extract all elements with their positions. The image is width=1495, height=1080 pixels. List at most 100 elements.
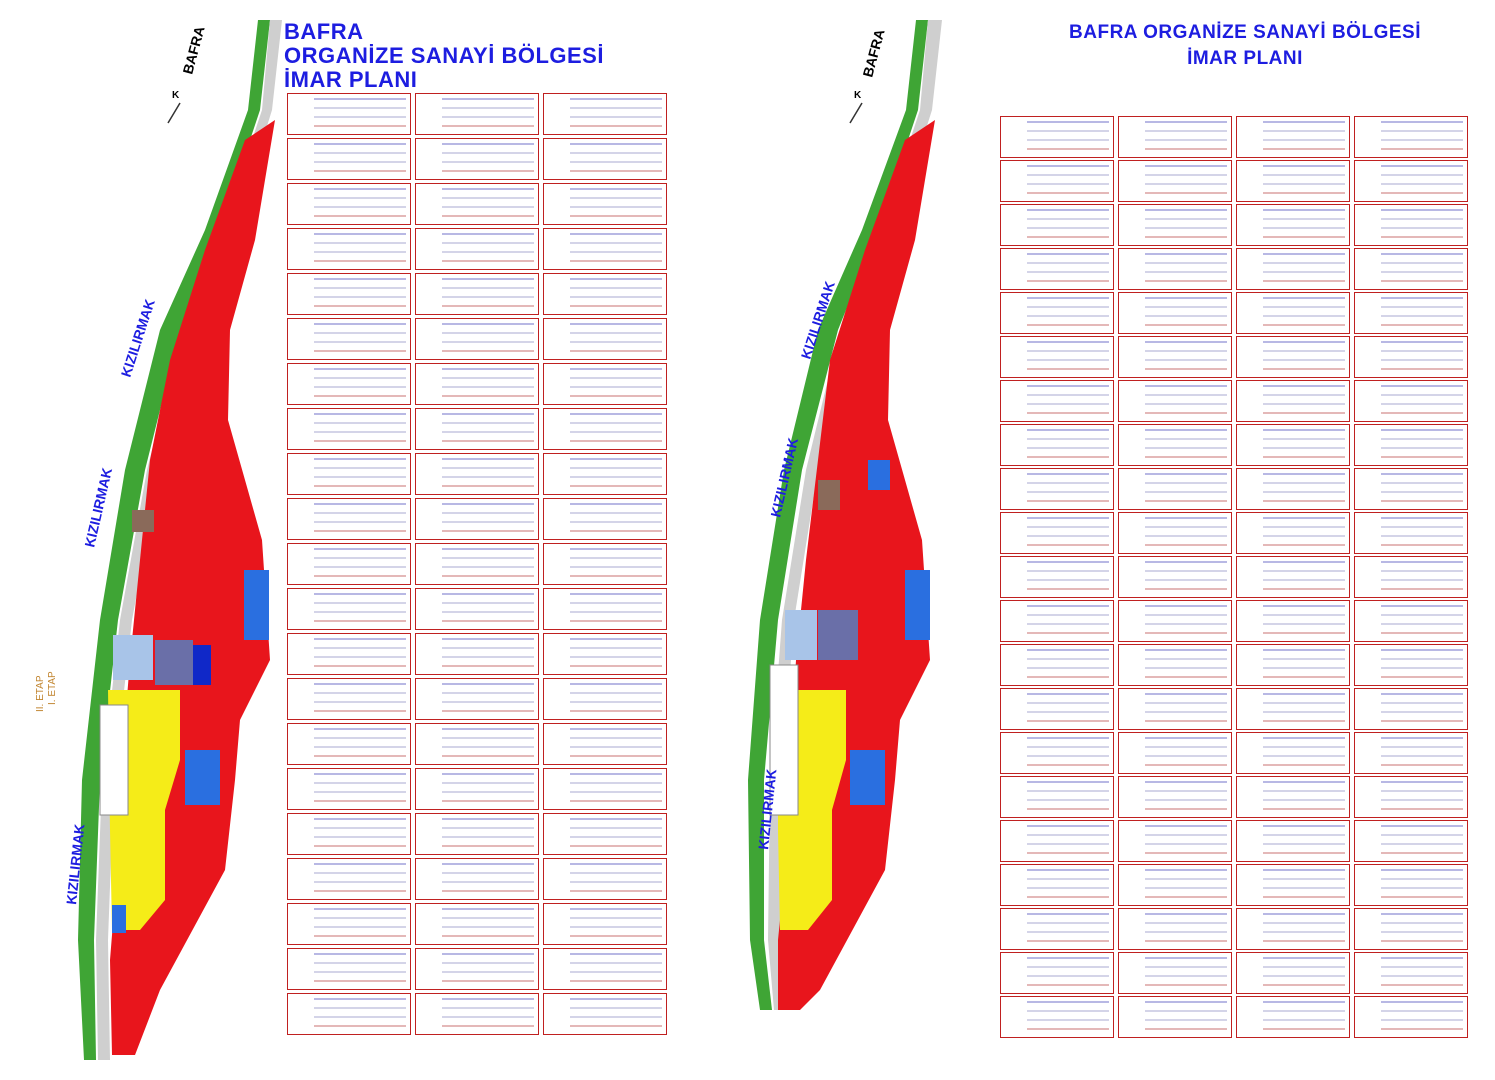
parcel-table-cell-line xyxy=(570,710,662,712)
parcel-table-cell-line xyxy=(1145,517,1227,519)
parcel-table-cell xyxy=(1354,512,1468,554)
parcel-table-cell-line xyxy=(1027,984,1109,986)
parcel-table-cell-lines xyxy=(1263,913,1345,945)
parcel-table-cell-line xyxy=(442,350,534,352)
parcel-table-cell-line xyxy=(1263,350,1345,352)
parcel-table-cell xyxy=(543,588,667,630)
parcel-table-cell-line xyxy=(570,953,662,955)
parcel-table-cell-lines xyxy=(1381,297,1463,329)
parcel-table-cell-line xyxy=(1263,368,1345,370)
parcel-table-cell xyxy=(1354,644,1468,686)
parcel-table-cell-line xyxy=(1381,315,1463,317)
parcel-table-cell-line xyxy=(314,791,406,793)
parcel-table-cell-line xyxy=(570,926,662,928)
parcel-table-cell-line xyxy=(314,1007,406,1009)
parcel-table-cell xyxy=(1118,248,1232,290)
parcel-table-cell-line xyxy=(1145,315,1227,317)
parcel-table-cell-lines xyxy=(314,953,406,985)
parcel-table-cell-lines xyxy=(1263,1001,1345,1033)
parcel-table-cell xyxy=(415,543,539,585)
parcel-table-cell-line xyxy=(1381,649,1463,651)
parcel-table-cell-line xyxy=(570,107,662,109)
parcel-table-cell-line xyxy=(442,152,534,154)
parcel-table-cell-line xyxy=(1263,209,1345,211)
parcel-table-cell-line xyxy=(1263,746,1345,748)
parcel-table-cell-line xyxy=(314,611,406,613)
parcel-table-cell-line xyxy=(570,422,662,424)
parcel-table-cell-line xyxy=(1027,658,1109,660)
parcel-table-cell-line xyxy=(314,503,406,505)
parcel-table-cell-lines xyxy=(1263,517,1345,549)
parcel-table-cell-line xyxy=(1145,236,1227,238)
parcel-table-cell-line xyxy=(1263,764,1345,766)
parcel-table-cell-line xyxy=(442,440,534,442)
parcel-table-cell-lines xyxy=(1263,561,1345,593)
parcel-table-cell-line xyxy=(570,251,662,253)
parcel-table-cell-line xyxy=(1381,676,1463,678)
parcel-table-cell-line xyxy=(1027,913,1109,915)
parcel-table-cell-lines xyxy=(1145,429,1227,461)
parcel-table-cell-lines xyxy=(1381,913,1463,945)
parcel-table-cell xyxy=(543,93,667,135)
parcel-table-cell-line xyxy=(1381,130,1463,132)
parcel-table-cell xyxy=(415,588,539,630)
parcel-table-cell-line xyxy=(1263,588,1345,590)
parcel-table-cell-line xyxy=(1027,165,1109,167)
parcel-table-cell xyxy=(1118,776,1232,818)
parcel-table-cell-line xyxy=(1381,174,1463,176)
parcel-table-cell-line xyxy=(442,980,534,982)
parcel-table-cell-lines xyxy=(314,503,406,535)
parcel-table-cell-line xyxy=(1263,1010,1345,1012)
parcel-table-cell-lines xyxy=(570,593,662,625)
parcel-table-cell-line xyxy=(314,188,406,190)
parcel-table-cell-line xyxy=(442,413,534,415)
parcel-table-cell xyxy=(1118,336,1232,378)
parcel-table-cell xyxy=(1236,556,1350,598)
parcel-table-cell-lines xyxy=(1027,385,1109,417)
parcel-table-cell xyxy=(1118,600,1232,642)
parcel-table-cell-line xyxy=(1027,148,1109,150)
parcel-table-cell-line xyxy=(570,341,662,343)
parcel-table-cell-line xyxy=(314,917,406,919)
parcel-table-cell-line xyxy=(314,215,406,217)
parcel-table-cell-line xyxy=(1381,755,1463,757)
parcel-table-cell xyxy=(1118,204,1232,246)
parcel-table-cell-line xyxy=(1027,394,1109,396)
parcel-table-cell-line xyxy=(442,395,534,397)
parcel-table-cell-line xyxy=(1381,931,1463,933)
parcel-table-cell-lines xyxy=(442,638,534,670)
parcel-table-cell-line xyxy=(570,215,662,217)
parcel-table-cell-lines xyxy=(1027,297,1109,329)
parcel-table-cell-line xyxy=(1381,403,1463,405)
parcel-table-cell-line xyxy=(1263,975,1345,977)
parcel-table-cell-lines xyxy=(1381,1001,1463,1033)
parcel-table-cell-line xyxy=(1263,456,1345,458)
parcel-table-cell-line xyxy=(1263,632,1345,634)
parcel-table-cell-lines xyxy=(442,773,534,805)
parcel-table-cell-lines xyxy=(1027,1001,1109,1033)
parcel-table-cell xyxy=(1354,556,1468,598)
parcel-table-cell-line xyxy=(314,548,406,550)
parcel-table-cell-lines xyxy=(1381,385,1463,417)
parcel-table-cell xyxy=(1354,952,1468,994)
parcel-table-cell-line xyxy=(1381,667,1463,669)
parcel-table-cell-lines xyxy=(314,188,406,220)
parcel-table-cell-line xyxy=(314,683,406,685)
parcel-table-cell-line xyxy=(1263,491,1345,493)
parcel-table-cell xyxy=(1354,996,1468,1038)
parcel-table-cell-lines xyxy=(442,278,534,310)
left-map-green-strip xyxy=(78,20,270,1060)
parcel-table-cell xyxy=(1118,864,1232,906)
parcel-table-cell-line xyxy=(1263,878,1345,880)
parcel-table-cell-lines xyxy=(1381,561,1463,593)
parcel-table-cell-line xyxy=(570,521,662,523)
parcel-table-cell-lines xyxy=(1381,737,1463,769)
parcel-table-cell-lines xyxy=(1263,693,1345,725)
parcel-table-cell-line xyxy=(1027,561,1109,563)
parcel-table-cell xyxy=(1354,732,1468,774)
parcel-table-cell-line xyxy=(1381,746,1463,748)
parcel-table-cell-line xyxy=(442,233,534,235)
parcel-table-cell-lines xyxy=(314,998,406,1030)
parcel-table-cell-line xyxy=(1263,324,1345,326)
left-map-blue-parcel-68 xyxy=(185,750,220,805)
